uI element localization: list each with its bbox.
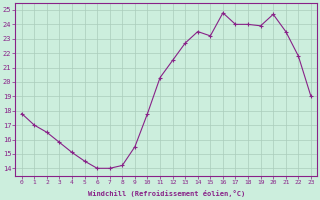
- X-axis label: Windchill (Refroidissement éolien,°C): Windchill (Refroidissement éolien,°C): [88, 190, 245, 197]
